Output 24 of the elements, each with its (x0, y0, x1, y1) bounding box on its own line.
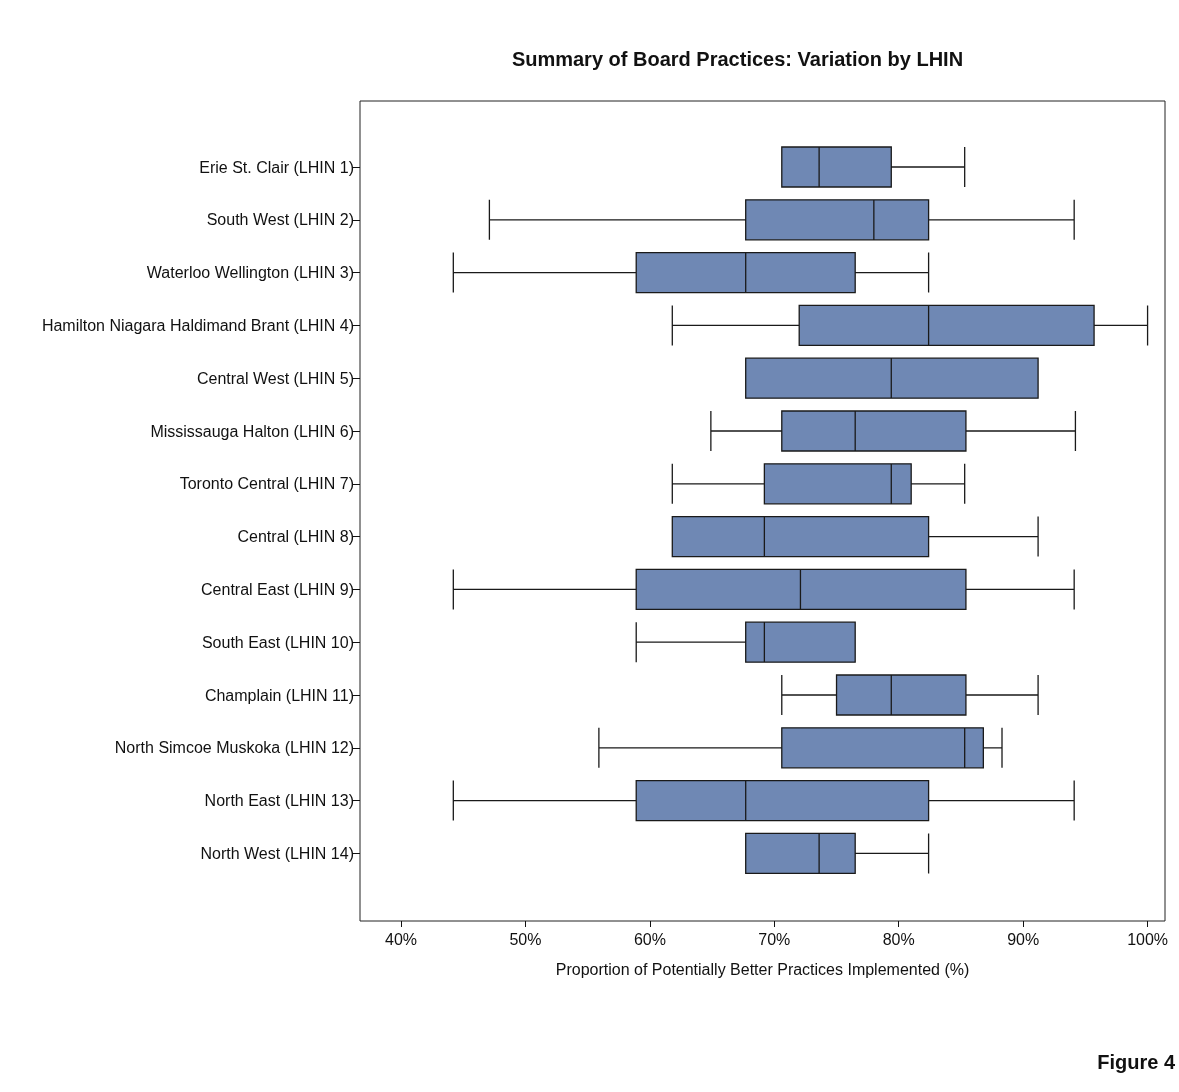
x-axis-title: Proportion of Potentially Better Practices Implemented (%) (555, 960, 970, 978)
y-tick-label: South East (LHIN 10) (201, 633, 354, 651)
y-tick-label: North Simcoe Muskoka (LHIN 12) (114, 739, 354, 757)
x-tick-label: 90% (1007, 930, 1040, 948)
chart-title: Summary of Board Practices: Variation by LHIN (511, 48, 964, 70)
y-tick-label: Hamilton Niagara Haldimand Brant (LHIN 4) (41, 316, 354, 334)
x-tick-label: 60% (633, 930, 666, 948)
x-tick-label: 50% (509, 930, 542, 948)
y-tick-label: Waterloo Wellington (LHIN 3) (146, 264, 354, 282)
y-tick-label: Central West (LHIN 5) (196, 369, 354, 387)
x-tick-label: 70% (758, 930, 791, 948)
y-tick-label: Erie St. Clair (LHIN 1) (199, 158, 354, 176)
y-tick-label: North East (LHIN 13) (204, 792, 354, 810)
x-tick-label: 80% (882, 930, 915, 948)
y-tick-label: South West (LHIN 2) (206, 211, 354, 229)
caption: Figure 4 (1097, 1051, 1176, 1073)
y-tick-label: Mississauga Halton (LHIN 6) (150, 422, 354, 440)
y-tick-label: Toronto Central (LHIN 7) (179, 475, 354, 493)
y-tick-label: Central East (LHIN 9) (201, 580, 354, 598)
y-tick-label: Central (LHIN 8) (237, 528, 354, 546)
y-tick-label: Champlain (LHIN 11) (204, 686, 354, 704)
x-tick-label: 40% (385, 930, 418, 948)
x-tick-label: 100% (1127, 930, 1169, 948)
y-tick-label: North West (LHIN 14) (200, 844, 354, 862)
